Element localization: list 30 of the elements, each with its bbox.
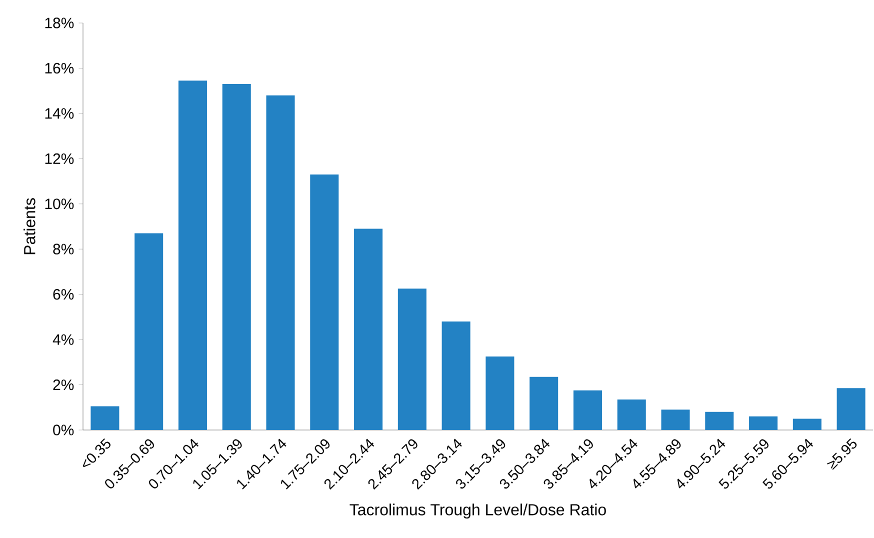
y-tick-label: 12%: [45, 153, 74, 164]
bar: [354, 228, 383, 430]
bar: [705, 412, 734, 430]
bar: [90, 406, 120, 430]
y-tick-label: 14%: [45, 108, 74, 119]
y-tick-label: 16%: [45, 62, 74, 74]
bar: [792, 418, 822, 430]
bar: [398, 288, 426, 430]
bar: [442, 321, 470, 430]
y-axis-title: Patients: [24, 198, 36, 254]
bar: [530, 376, 558, 430]
y-tick-label: 2%: [53, 379, 74, 390]
bar: [222, 84, 251, 430]
bar: [749, 416, 778, 430]
y-tick-label: 0%: [53, 424, 74, 436]
bar: [836, 388, 866, 430]
bar: [134, 233, 164, 430]
x-axis-title: Tacrolimus Trough Level/Dose Ratio: [350, 504, 606, 519]
y-tick-label: 4%: [52, 334, 74, 345]
y-tick-label: 10%: [45, 198, 74, 210]
bar: [617, 399, 646, 430]
bar: [486, 356, 514, 430]
bar: [178, 80, 207, 430]
bar: [661, 410, 690, 430]
y-tick-label: 8%: [53, 244, 74, 254]
bar: [266, 95, 295, 430]
bar: [573, 390, 602, 430]
y-tick-label: 6%: [53, 289, 74, 300]
y-tick-label: 18%: [45, 18, 74, 28]
bar: [310, 174, 339, 430]
